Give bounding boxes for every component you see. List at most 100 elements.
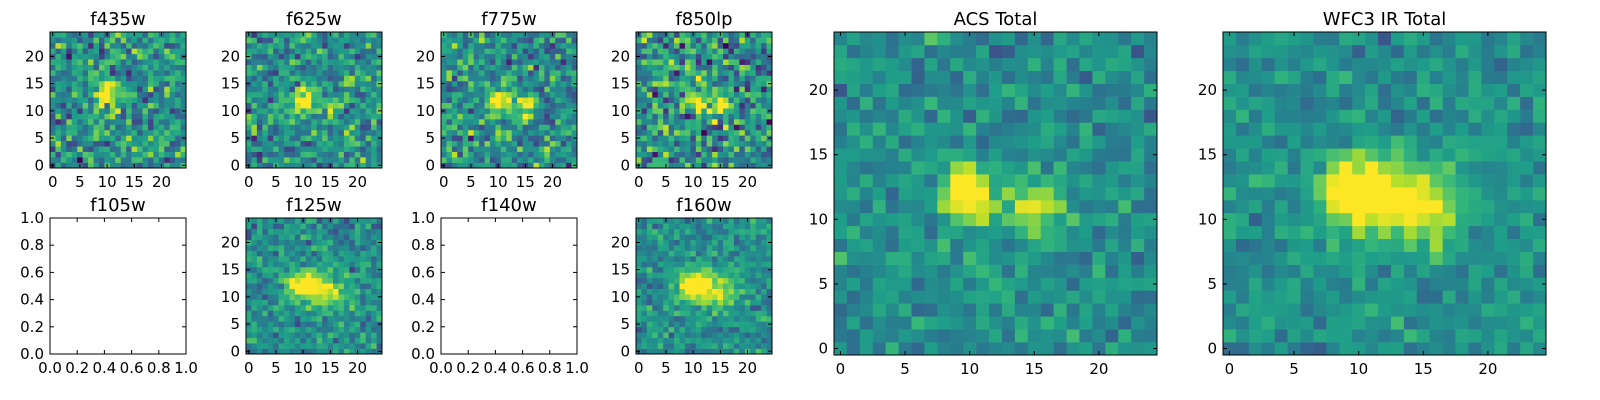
pixel-cell: [273, 228, 279, 235]
pixel-cell: [1053, 70, 1067, 84]
pixel-cell: [911, 32, 925, 46]
pixel-cell: [462, 124, 469, 131]
pixel-cell: [294, 140, 301, 147]
pixel-cell: [533, 37, 540, 44]
pixel-cell: [663, 102, 669, 109]
pixel-cell: [511, 53, 518, 60]
pixel-cell: [294, 113, 301, 120]
pixel-cell: [289, 135, 296, 142]
pixel-cell: [1092, 212, 1106, 227]
pixel-cell: [354, 119, 361, 125]
pixel-cell: [701, 113, 708, 120]
pixel-cell: [338, 108, 345, 114]
pixel-cell: [311, 288, 318, 295]
pixel-cell: [549, 59, 556, 65]
pixel-cell: [834, 303, 848, 317]
pixel-cell: [872, 342, 886, 356]
pixel-cell: [343, 53, 350, 60]
pixel-cell: [1223, 187, 1237, 201]
pixel-cell: [137, 162, 143, 169]
pixel-cell: [120, 113, 127, 120]
pixel-cell: [1066, 251, 1080, 265]
x-tick-label: 15: [1025, 360, 1044, 378]
pixel-cell: [500, 70, 507, 76]
pixel-cell: [495, 75, 502, 82]
pixel-cell: [1079, 44, 1093, 59]
pixel-cell: [278, 108, 285, 114]
pixel-cell: [365, 326, 372, 333]
pixel-cell: [349, 218, 356, 224]
pixel-cell: [744, 234, 751, 241]
pixel-cell: [1326, 264, 1340, 278]
pixel-cell: [284, 337, 290, 344]
pixel-cell: [533, 146, 540, 152]
pixel-cell: [674, 326, 680, 333]
pixel-cell: [354, 75, 361, 82]
pixel-cell: [679, 332, 686, 338]
pixel-cell: [289, 91, 296, 98]
pixel-cell: [950, 161, 964, 175]
pixel-cell: [311, 218, 318, 224]
pixel-cell: [636, 305, 642, 311]
pixel-cell: [701, 108, 708, 114]
pixel-cell: [1223, 251, 1237, 265]
pixel-cell: [728, 299, 735, 306]
pixel-cell: [1403, 303, 1418, 317]
pixel-cell: [533, 129, 540, 136]
pixel-cell: [322, 135, 328, 142]
pixel-cell: [50, 75, 56, 82]
y-tick-label: 5: [425, 129, 435, 147]
pixel-cell: [126, 75, 132, 82]
pixel-cell: [489, 157, 496, 163]
pixel-cell: [147, 113, 154, 120]
pixel-cell: [533, 124, 540, 131]
pixel-cell: [755, 315, 762, 322]
pixel-cell: [273, 294, 279, 300]
pixel-cell: [120, 97, 127, 104]
pixel-cell: [834, 70, 848, 84]
pixel-cell: [663, 64, 669, 71]
pixel-cell: [360, 234, 366, 241]
pixel-cell: [311, 266, 318, 273]
pixel-cell: [327, 102, 334, 109]
pixel-cell: [343, 343, 350, 349]
pixel-cell: [256, 151, 263, 158]
pixel-cell: [674, 97, 680, 104]
pixel-cell: [180, 129, 187, 136]
pixel-cell: [251, 294, 258, 300]
pixel-cell: [55, 75, 62, 82]
pixel-cell: [180, 64, 187, 71]
pixel-cell: [354, 151, 361, 158]
pixel-cell: [300, 37, 307, 44]
pixel-cell: [251, 234, 258, 241]
pixel-cell: [652, 326, 659, 333]
pixel-cell: [98, 53, 105, 60]
pixel-cell: [859, 277, 874, 291]
pixel-cell: [1442, 277, 1456, 291]
pixel-cell: [834, 225, 848, 240]
pixel-cell: [1352, 251, 1366, 265]
pixel-cell: [641, 64, 648, 71]
pixel-cell: [739, 315, 746, 322]
pixel-cell: [278, 283, 285, 290]
pixel-cell: [322, 70, 328, 76]
pixel-cell: [273, 135, 279, 142]
pixel-cell: [349, 119, 356, 125]
pixel-cell: [834, 187, 848, 201]
pixel-cell: [549, 53, 556, 60]
pixel-cell: [636, 75, 642, 82]
pixel-cell: [834, 342, 848, 356]
pixel-cell: [500, 146, 507, 152]
pixel-cell: [1014, 277, 1029, 291]
pixel-cell: [98, 151, 105, 158]
pixel-cell: [153, 140, 160, 147]
pixel-cell: [761, 108, 767, 114]
pixel-cell: [663, 48, 669, 55]
pixel-cell: [284, 261, 290, 268]
pixel-cell: [349, 42, 356, 49]
pixel-cell: [668, 256, 675, 262]
pixel-cell: [528, 140, 534, 147]
pixel-cell: [462, 129, 469, 136]
pixel-cell: [88, 135, 94, 142]
pixel-cell: [511, 86, 518, 93]
